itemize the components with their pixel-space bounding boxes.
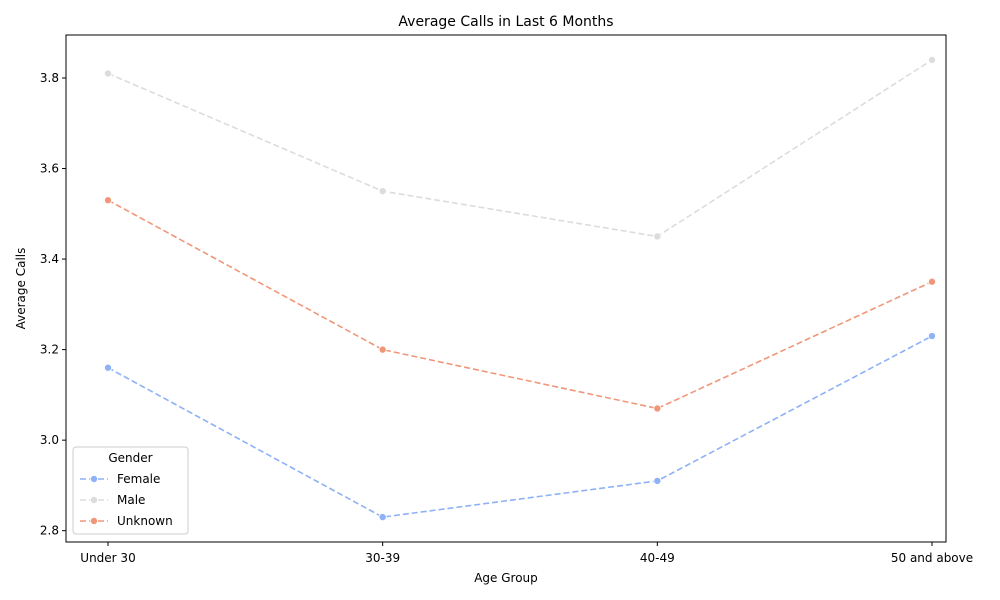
y-tick-label: 3.8 (40, 71, 59, 85)
x-tick-label: 40-49 (640, 551, 675, 565)
data-point-female (928, 332, 937, 341)
data-point-male (104, 69, 113, 78)
data-point-male (653, 232, 662, 241)
legend-marker-male (90, 495, 99, 504)
data-point-male (378, 187, 387, 196)
series-line-unknown (107, 199, 933, 410)
x-axis: Under 30 30-39 40-49 50 and above (80, 542, 973, 565)
series-line-male (107, 59, 933, 238)
x-tick-label: 30-39 (365, 551, 400, 565)
data-point-female (378, 513, 387, 522)
y-tick-label: 2.8 (40, 524, 59, 538)
plot-frame (65, 34, 947, 543)
data-point-male (928, 55, 937, 64)
legend-label-male: Male (117, 493, 145, 507)
data-point-unknown (928, 277, 937, 286)
x-tick-label: 50 and above (891, 551, 973, 565)
data-point-female (104, 363, 113, 372)
x-axis-label: Age Group (474, 571, 538, 585)
y-axis-label: Average Calls (14, 248, 28, 330)
legend-marker-unknown (90, 517, 99, 526)
legend: Gender Female Male Unknown (72, 446, 189, 535)
data-point-unknown (653, 404, 662, 413)
legend-frame (72, 446, 189, 535)
data-point-unknown (378, 345, 387, 354)
y-tick-label: 3.2 (40, 343, 59, 357)
chart-title: Average Calls in Last 6 Months (398, 14, 613, 30)
series-line-female (107, 335, 933, 518)
legend-label-unknown: Unknown (117, 514, 173, 528)
x-tick-label: Under 30 (80, 551, 135, 565)
y-tick-label: 3.6 (40, 162, 59, 176)
data-point-unknown (104, 196, 113, 205)
y-tick-label: 3.4 (40, 252, 59, 266)
legend-label-female: Female (117, 472, 160, 486)
data-point-female (653, 476, 662, 485)
series-layer (104, 55, 937, 522)
y-axis: 2.8 3.0 3.2 3.4 3.6 3.8 (40, 71, 66, 538)
y-tick-label: 3.0 (40, 433, 59, 447)
legend-title: Gender (108, 451, 152, 465)
legend-marker-female (90, 474, 99, 483)
